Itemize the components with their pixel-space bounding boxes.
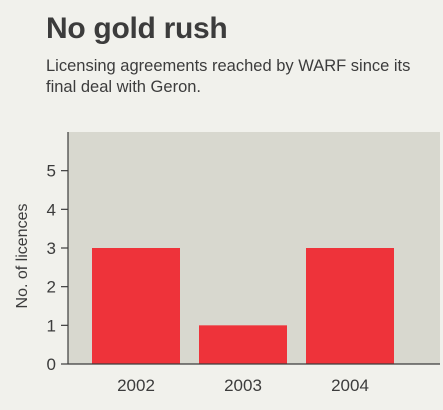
x-tick-label-2004: 2004 [331,376,369,395]
chart-title: No gold rush [46,12,228,45]
y-tick-label-3: 3 [47,239,56,258]
y-tick-label-5: 5 [47,162,56,181]
x-tick-label-2003: 2003 [224,376,262,395]
chart-subtitle: Licensing agreements reached by WARF sin… [46,57,411,96]
bars-group [92,248,394,364]
y-ticks-group: 0 1 2 3 4 5 [47,162,68,374]
bar-2003 [199,325,287,364]
x-tick-label-2002: 2002 [117,376,155,395]
bar-2002 [92,248,180,364]
y-tick-label-1: 1 [47,316,56,335]
y-tick-label-0: 0 [47,355,56,374]
y-tick-label-4: 4 [47,200,56,219]
y-tick-label-2: 2 [47,278,56,297]
x-ticks-group: 2002 2003 2004 [117,376,369,395]
bar-2004 [306,248,394,364]
y-axis-label: No. of licences [14,204,31,309]
